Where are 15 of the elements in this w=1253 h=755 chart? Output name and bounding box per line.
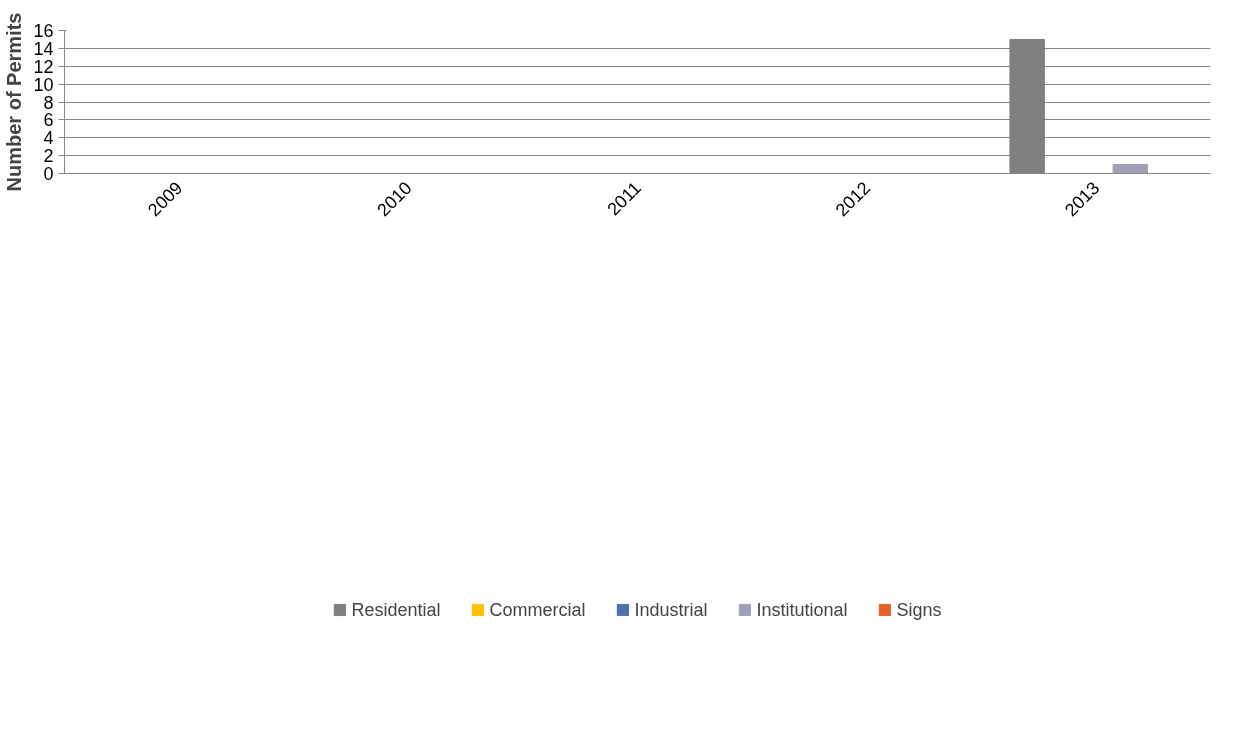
legend-label: Institutional (756, 599, 848, 621)
legend-label: Residential (351, 599, 441, 621)
y-tick-label: 6 (43, 110, 54, 131)
y-tick-label: 4 (43, 128, 54, 149)
y-axis-title: Number of Permits (3, 12, 26, 192)
y-tick-label: 2 (43, 146, 54, 167)
y-tick-label: 16 (33, 21, 54, 41)
legend-label: Signs (896, 599, 942, 621)
y-tick-label: 8 (43, 92, 54, 113)
legend-label: Industrial (634, 599, 708, 621)
y-tick-label: 14 (33, 38, 54, 59)
y-tick-label: 0 (43, 164, 54, 184)
legend-label: Commercial (489, 599, 586, 621)
y-tick-label: 12 (33, 56, 54, 77)
y-tick-label: 10 (33, 74, 54, 95)
